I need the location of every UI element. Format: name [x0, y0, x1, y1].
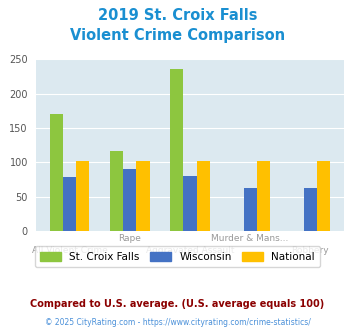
Bar	[76, 161, 89, 231]
Bar	[63, 178, 76, 231]
Bar	[304, 188, 317, 231]
Bar	[197, 161, 210, 231]
Bar	[317, 161, 330, 231]
Bar	[136, 161, 149, 231]
Text: 2019 St. Croix Falls: 2019 St. Croix Falls	[98, 8, 257, 23]
Bar	[50, 114, 63, 231]
Bar	[170, 69, 183, 231]
Text: Compared to U.S. average. (U.S. average equals 100): Compared to U.S. average. (U.S. average …	[31, 299, 324, 309]
Bar	[123, 169, 136, 231]
Bar	[244, 188, 257, 231]
Text: Violent Crime Comparison: Violent Crime Comparison	[70, 28, 285, 43]
Bar	[257, 161, 270, 231]
Legend: St. Croix Falls, Wisconsin, National: St. Croix Falls, Wisconsin, National	[35, 247, 320, 267]
Bar	[110, 151, 123, 231]
Bar	[183, 176, 197, 231]
Text: © 2025 CityRating.com - https://www.cityrating.com/crime-statistics/: © 2025 CityRating.com - https://www.city…	[45, 318, 310, 327]
